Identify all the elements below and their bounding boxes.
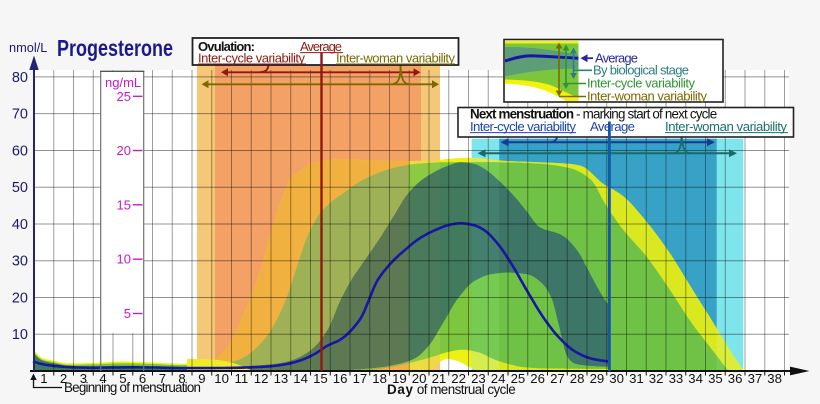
svg-text:Inter-woman variability: Inter-woman variability [665, 119, 787, 134]
svg-text:29: 29 [590, 371, 605, 386]
svg-text:4: 4 [99, 371, 106, 386]
svg-text:30: 30 [609, 371, 624, 386]
svg-text:Ovulation:: Ovulation: [198, 39, 255, 54]
svg-text:16: 16 [333, 371, 348, 386]
svg-text:21: 21 [432, 371, 447, 386]
svg-text:28: 28 [570, 371, 585, 386]
svg-text:13: 13 [274, 371, 289, 386]
svg-text:50: 50 [12, 180, 28, 196]
svg-text:70: 70 [12, 107, 28, 123]
svg-text:15: 15 [117, 197, 131, 212]
svg-text:By biological stage: By biological stage [593, 63, 689, 78]
svg-text:10: 10 [214, 371, 229, 386]
svg-text:7: 7 [159, 371, 166, 386]
svg-text:10: 10 [12, 327, 28, 343]
svg-text:Inter-cycle variability: Inter-cycle variability [470, 119, 576, 134]
svg-text:33: 33 [669, 371, 684, 386]
svg-text:30: 30 [12, 254, 28, 270]
svg-text:32: 32 [649, 371, 664, 386]
svg-text:38: 38 [767, 371, 782, 386]
svg-text:31: 31 [629, 371, 644, 386]
svg-text:5: 5 [124, 306, 131, 321]
svg-text:5: 5 [119, 371, 126, 386]
svg-text:8: 8 [178, 371, 185, 386]
svg-text:ng/mL: ng/mL [105, 75, 141, 90]
svg-text:Progesterone: Progesterone [57, 35, 173, 61]
svg-text:Average: Average [590, 119, 635, 134]
svg-text:9: 9 [198, 371, 205, 386]
svg-text:24: 24 [491, 371, 506, 386]
svg-text:80: 80 [12, 70, 28, 86]
svg-text:18: 18 [372, 371, 387, 386]
svg-text:25: 25 [117, 89, 131, 104]
svg-text:26: 26 [530, 371, 545, 386]
svg-text:22: 22 [451, 371, 466, 386]
svg-text:10: 10 [117, 252, 131, 267]
svg-text:35: 35 [708, 371, 723, 386]
svg-text:40: 40 [12, 217, 28, 233]
svg-text:Beginning of menstruation: Beginning of menstruation [64, 380, 201, 395]
svg-text:Inter-woman variability: Inter-woman variability [336, 51, 456, 66]
svg-text:Inter-cycle variability: Inter-cycle variability [198, 51, 306, 66]
svg-text:Average: Average [595, 51, 638, 66]
svg-text:19: 19 [392, 371, 407, 386]
svg-text:17: 17 [353, 371, 368, 386]
svg-text:nmol/L: nmol/L [9, 40, 47, 55]
svg-text:20: 20 [12, 291, 28, 307]
svg-text:25: 25 [511, 371, 526, 386]
svg-text:2: 2 [60, 371, 67, 386]
svg-text:34: 34 [688, 371, 703, 386]
svg-text:11: 11 [235, 371, 249, 386]
svg-text:37: 37 [748, 371, 763, 386]
svg-text:36: 36 [728, 371, 743, 386]
svg-text:Inter-cycle variability: Inter-cycle variability [587, 76, 696, 91]
svg-text:20: 20 [117, 143, 131, 158]
svg-text:60: 60 [12, 143, 28, 159]
svg-text:23: 23 [471, 371, 486, 386]
svg-text:Inter-woman variability: Inter-woman variability [587, 88, 708, 103]
svg-text:3: 3 [80, 371, 87, 386]
svg-text:20: 20 [412, 371, 427, 386]
svg-text:27: 27 [550, 371, 565, 386]
svg-text:1: 1 [40, 371, 47, 386]
svg-text:14: 14 [293, 371, 308, 386]
svg-text:6: 6 [139, 371, 146, 386]
svg-text:15: 15 [313, 371, 328, 386]
svg-text:Day of menstrual cycle: Day of menstrual cycle [387, 382, 516, 397]
svg-text:Next menstruation - marking st: Next menstruation - marking start of nex… [470, 107, 717, 122]
svg-text:12: 12 [254, 371, 269, 386]
svg-text:Average: Average [300, 39, 342, 54]
